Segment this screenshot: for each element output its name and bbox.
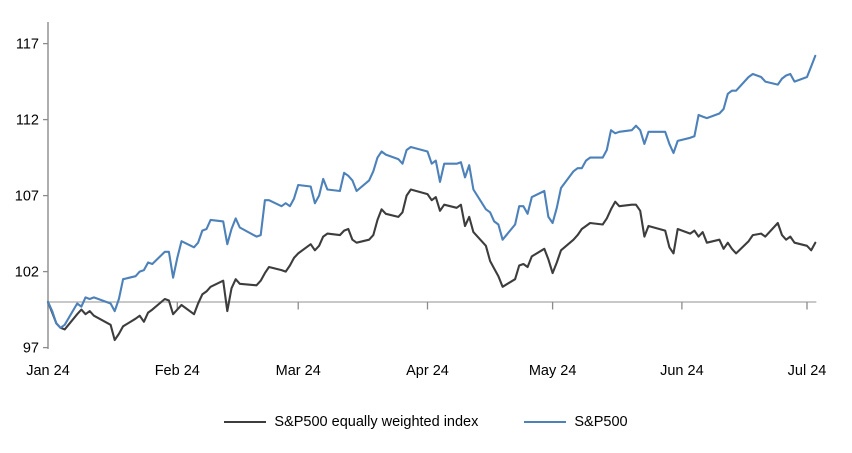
legend-line-swatch-sp500 bbox=[524, 421, 567, 423]
x-axis-tick-label: Jun 24 bbox=[660, 363, 704, 379]
x-axis-tick-label: May 24 bbox=[529, 363, 577, 379]
chart-legend: S&P500 equally weighted index S&P500 bbox=[0, 414, 852, 430]
y-axis-tick-label: 97 bbox=[23, 341, 39, 357]
y-axis-tick-label: 112 bbox=[16, 113, 39, 129]
legend-item-sp500: S&P500 bbox=[524, 414, 628, 430]
y-axis-tick-label: 102 bbox=[15, 265, 39, 281]
legend-label-equal-weight: S&P500 equally weighted index bbox=[274, 414, 479, 430]
x-axis-tick-label: Feb 24 bbox=[155, 363, 200, 379]
x-axis-tick-label: Apr 24 bbox=[406, 363, 449, 379]
y-axis-tick-label: 117 bbox=[16, 37, 39, 53]
y-axis-tick-label: 107 bbox=[15, 189, 39, 205]
series-line-sp500 bbox=[46, 54, 817, 329]
legend-item-equal-weight: S&P500 equally weighted index bbox=[224, 414, 478, 430]
x-axis-tick-label: Jan 24 bbox=[26, 363, 70, 379]
legend-label-sp500: S&P500 bbox=[574, 414, 628, 430]
x-axis-tick-label: Mar 24 bbox=[276, 363, 321, 379]
legend-line-swatch-equal-weight bbox=[224, 421, 267, 423]
x-axis-tick-label: Jul 24 bbox=[788, 363, 827, 379]
series-line-sp500-equal-weight bbox=[46, 188, 817, 342]
